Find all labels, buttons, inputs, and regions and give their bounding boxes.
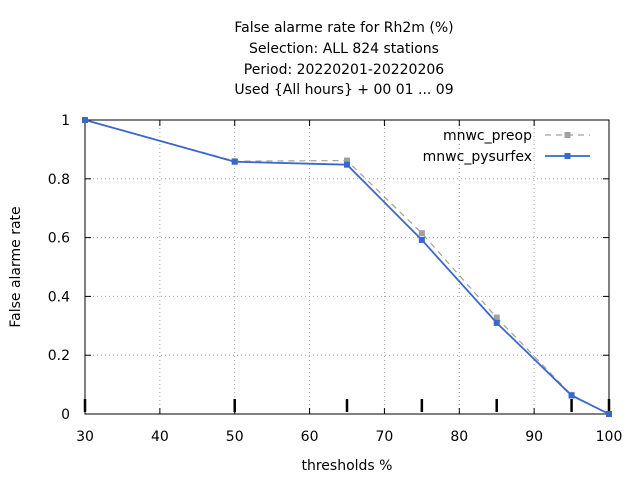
plot-frame <box>84 119 610 415</box>
x-tick-label: 50 <box>226 429 244 445</box>
threshold-marks <box>83 399 611 412</box>
data-point-mnwc_pysurfex <box>82 117 88 123</box>
x-axis-label: thresholds % <box>302 458 393 474</box>
chart-title-line-2: Selection: ALL 824 stations <box>249 41 439 57</box>
y-tick-label: 0.2 <box>48 348 70 364</box>
data-point-mnwc_pysurfex <box>418 236 425 243</box>
series-group <box>82 117 612 417</box>
data-point-mnwc_pysurfex <box>344 161 350 168</box>
x-tick-label: 40 <box>151 429 169 445</box>
legend: mnwc_preop mnwc_pysurfex <box>423 128 590 165</box>
x-tick-label: 80 <box>450 429 468 445</box>
chart-title-line-4: Used {All hours} + 00 01 ... 09 <box>234 82 454 98</box>
legend-marker-mnwc_pysurfex <box>564 153 571 159</box>
x-tick-label: 70 <box>376 429 394 445</box>
y-axis-label: False alarme rate <box>8 206 24 327</box>
data-point-mnwc_pysurfex <box>231 158 238 165</box>
x-tick-label: 30 <box>76 429 94 445</box>
y-tick-label: 0 <box>61 407 70 423</box>
data-point-mnwc_pysurfex <box>568 392 575 399</box>
chart-title-line-3: Period: 20220201-20220206 <box>243 62 445 78</box>
data-point-mnwc_preop <box>344 157 350 164</box>
data-point-mnwc_preop <box>418 230 425 237</box>
legend-marker-mnwc_preop <box>564 132 571 138</box>
y-tick-label: 0.4 <box>48 289 70 305</box>
x-tick-label: 60 <box>301 429 319 445</box>
data-point-mnwc_preop <box>493 314 500 321</box>
data-point-mnwc_pysurfex <box>493 319 500 326</box>
y-tick-label: 0.6 <box>48 231 70 247</box>
x-tick-label: 100 <box>596 429 623 445</box>
chart-title-line-1: False alarme rate for Rh2m (%) <box>234 20 454 36</box>
legend-label-mnwc_pysurfex: mnwc_pysurfex <box>423 149 532 165</box>
grid-lines <box>85 120 609 414</box>
y-tick-label: 0.8 <box>48 172 70 188</box>
x-tick-label: 90 <box>525 429 543 445</box>
y-tick-label: 1 <box>61 113 70 129</box>
data-point-mnwc_pysurfex <box>606 411 612 417</box>
legend-label-mnwc_preop: mnwc_preop <box>443 128 532 144</box>
